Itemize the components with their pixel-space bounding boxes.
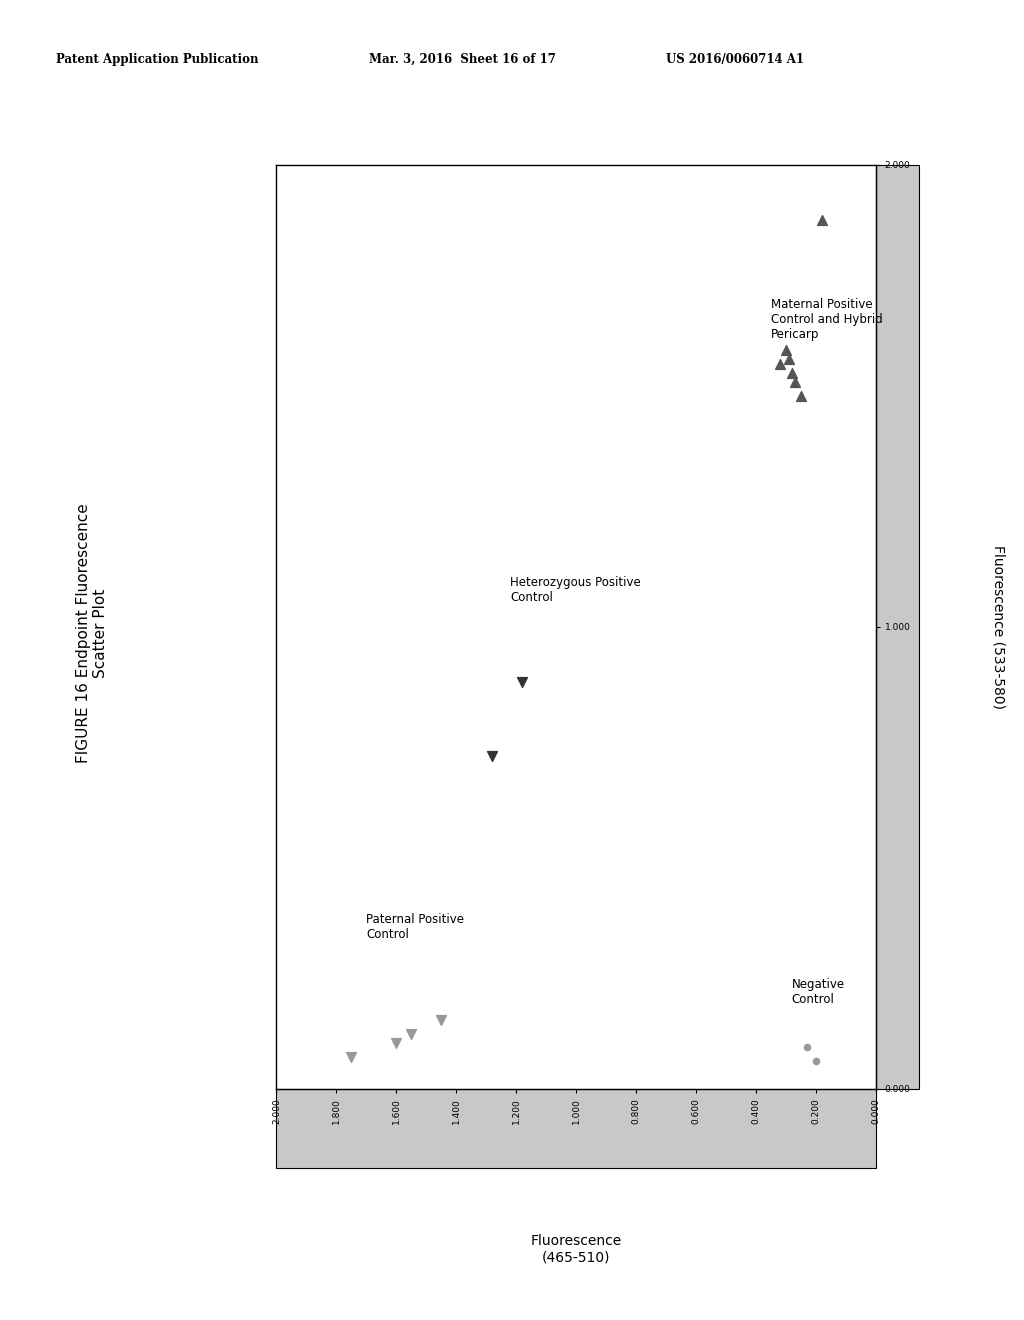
Point — [799, 1038, 815, 1059]
Bar — [876, 165, 919, 1089]
Point — [807, 1051, 823, 1072]
Text: Fluorescence
(465-510): Fluorescence (465-510) — [530, 1234, 622, 1265]
Point — [777, 339, 794, 360]
Bar — [276, 1089, 876, 1168]
Text: Mar. 3, 2016  Sheet 16 of 17: Mar. 3, 2016 Sheet 16 of 17 — [369, 53, 555, 66]
Point — [786, 372, 803, 393]
Point — [780, 348, 797, 370]
Text: FIGURE 16 Endpoint Fluorescence
Scatter Plot: FIGURE 16 Endpoint Fluorescence Scatter … — [76, 504, 109, 763]
Point — [403, 1023, 420, 1044]
Point — [433, 1010, 450, 1031]
Point — [771, 352, 787, 375]
Text: Fluorescence (533-580): Fluorescence (533-580) — [991, 545, 1006, 709]
Point — [388, 1032, 404, 1053]
Point — [484, 746, 501, 767]
Point — [783, 362, 800, 383]
Text: Maternal Positive
Control and Hybrid
Pericarp: Maternal Positive Control and Hybrid Per… — [771, 297, 883, 341]
Text: Patent Application Publication: Patent Application Publication — [56, 53, 259, 66]
Point — [813, 210, 829, 231]
Point — [793, 385, 809, 407]
Text: Paternal Positive
Control: Paternal Positive Control — [367, 913, 464, 941]
Text: Heterozygous Positive
Control: Heterozygous Positive Control — [510, 576, 641, 605]
Point — [514, 672, 530, 693]
Text: US 2016/0060714 A1: US 2016/0060714 A1 — [666, 53, 804, 66]
Text: Negative
Control: Negative Control — [792, 978, 845, 1006]
Point — [343, 1045, 359, 1067]
